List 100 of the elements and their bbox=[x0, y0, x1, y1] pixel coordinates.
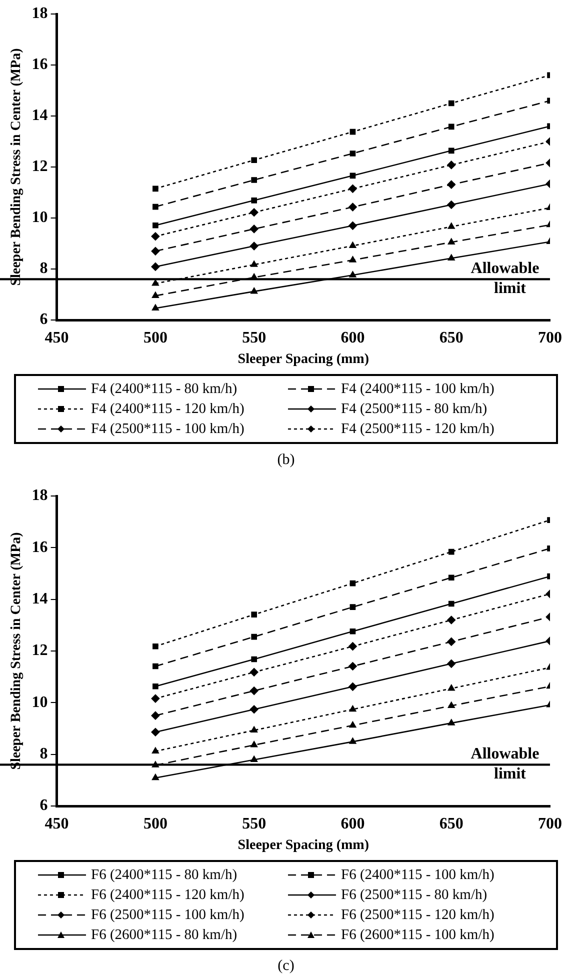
point bbox=[152, 747, 159, 754]
point bbox=[448, 548, 454, 555]
point bbox=[152, 663, 158, 670]
text: (b) bbox=[276, 452, 296, 470]
point bbox=[152, 280, 159, 286]
point bbox=[350, 604, 356, 610]
point bbox=[250, 705, 258, 714]
point bbox=[349, 242, 356, 248]
point bbox=[348, 202, 357, 212]
point bbox=[251, 177, 257, 183]
point bbox=[152, 186, 158, 192]
point bbox=[151, 711, 160, 720]
point bbox=[251, 634, 257, 640]
point bbox=[350, 172, 356, 179]
point bbox=[250, 208, 258, 217]
point bbox=[152, 304, 159, 311]
point bbox=[151, 247, 160, 256]
point bbox=[448, 574, 454, 581]
y-tick-label: 18 bbox=[32, 487, 48, 504]
legend-label: F4 (2500*115 - 80 km/h) bbox=[341, 400, 488, 419]
point bbox=[447, 660, 456, 668]
text: (c) bbox=[276, 958, 296, 974]
x-axis-title: Sleeper Spacing (mm) bbox=[238, 352, 370, 368]
legend-label: F6 (2400*115 - 120 km/h) bbox=[91, 886, 244, 905]
y-axis-title: Sleeper Bending Stress in Center (MPa) bbox=[9, 532, 24, 770]
x-tick-label: 700 bbox=[538, 816, 562, 833]
y-tick-label: 6 bbox=[40, 311, 48, 328]
point bbox=[448, 254, 455, 261]
legend-label: F4 (2500*115 - 100 km/h) bbox=[91, 420, 244, 439]
point bbox=[350, 150, 356, 156]
legend-label: F4 (2400*115 - 120 km/h) bbox=[91, 400, 244, 419]
point bbox=[448, 238, 455, 244]
point bbox=[152, 222, 158, 228]
y-axis-title: Sleeper Bending Stress in Center (MPa) bbox=[9, 48, 24, 286]
x-tick-label: 600 bbox=[340, 330, 365, 347]
point bbox=[448, 148, 454, 154]
point bbox=[350, 128, 356, 135]
point bbox=[151, 232, 160, 241]
legend-label: F6 (2400*115 - 80 km/h) bbox=[91, 866, 238, 885]
y-tick-label: 12 bbox=[32, 158, 48, 176]
point bbox=[250, 288, 258, 294]
legend-label: F4 (2400*115 - 80 km/h) bbox=[91, 380, 238, 399]
x-axis-title: Sleeper Spacing (mm) bbox=[238, 838, 370, 854]
point bbox=[348, 184, 357, 193]
point bbox=[349, 738, 356, 744]
point bbox=[250, 224, 258, 234]
x-tick-label: 650 bbox=[439, 330, 464, 347]
legend-label: F6 (2500*115 - 100 km/h) bbox=[91, 906, 244, 925]
point bbox=[448, 684, 455, 691]
y-tick-label: 8 bbox=[40, 260, 48, 278]
point bbox=[448, 100, 454, 106]
point bbox=[349, 256, 356, 262]
x-tick-label: 450 bbox=[44, 330, 69, 347]
x-tick-label: 500 bbox=[143, 816, 168, 833]
point bbox=[447, 638, 456, 646]
legend-label: F6 (2600*115 - 100 km/h) bbox=[341, 926, 494, 945]
point bbox=[151, 728, 160, 736]
legend-label: F6 (2400*115 - 100 km/h) bbox=[341, 866, 494, 885]
point bbox=[250, 242, 258, 250]
point bbox=[152, 643, 158, 650]
point bbox=[447, 616, 456, 624]
x-tick-label: 450 bbox=[44, 816, 69, 833]
point bbox=[447, 160, 456, 170]
point bbox=[448, 124, 454, 130]
legend-label: F4 (2500*115 - 120 km/h) bbox=[341, 420, 494, 439]
point bbox=[448, 702, 455, 708]
point bbox=[349, 706, 356, 712]
point bbox=[350, 628, 356, 634]
point bbox=[348, 682, 357, 691]
point bbox=[348, 642, 357, 650]
point bbox=[152, 683, 158, 690]
point bbox=[251, 612, 257, 618]
y-tick-label: 14 bbox=[32, 590, 48, 608]
x-tick-label: 700 bbox=[538, 330, 562, 347]
point bbox=[349, 271, 356, 278]
point bbox=[250, 668, 258, 676]
point bbox=[250, 741, 258, 748]
point bbox=[250, 260, 258, 267]
point bbox=[448, 222, 455, 229]
point bbox=[250, 686, 258, 695]
legend-label: F4 (2400*115 - 100 km/h) bbox=[341, 380, 494, 399]
y-tick-label: 14 bbox=[32, 107, 48, 124]
y-tick-label: 8 bbox=[40, 745, 48, 762]
x-tick-label: 550 bbox=[242, 816, 266, 833]
point bbox=[152, 292, 159, 298]
point bbox=[251, 656, 257, 662]
point bbox=[448, 600, 454, 607]
y-tick-label: 16 bbox=[32, 538, 48, 556]
point bbox=[152, 204, 158, 210]
x-tick-label: 500 bbox=[143, 330, 168, 347]
point bbox=[447, 180, 456, 189]
y-tick-label: 18 bbox=[32, 5, 48, 22]
point bbox=[250, 756, 258, 762]
point bbox=[348, 662, 357, 670]
point bbox=[152, 774, 159, 780]
y-tick-label: 6 bbox=[40, 797, 48, 814]
point bbox=[350, 580, 356, 586]
point bbox=[348, 222, 357, 230]
x-tick-label: 650 bbox=[439, 816, 464, 833]
y-tick-label: 16 bbox=[32, 56, 48, 74]
